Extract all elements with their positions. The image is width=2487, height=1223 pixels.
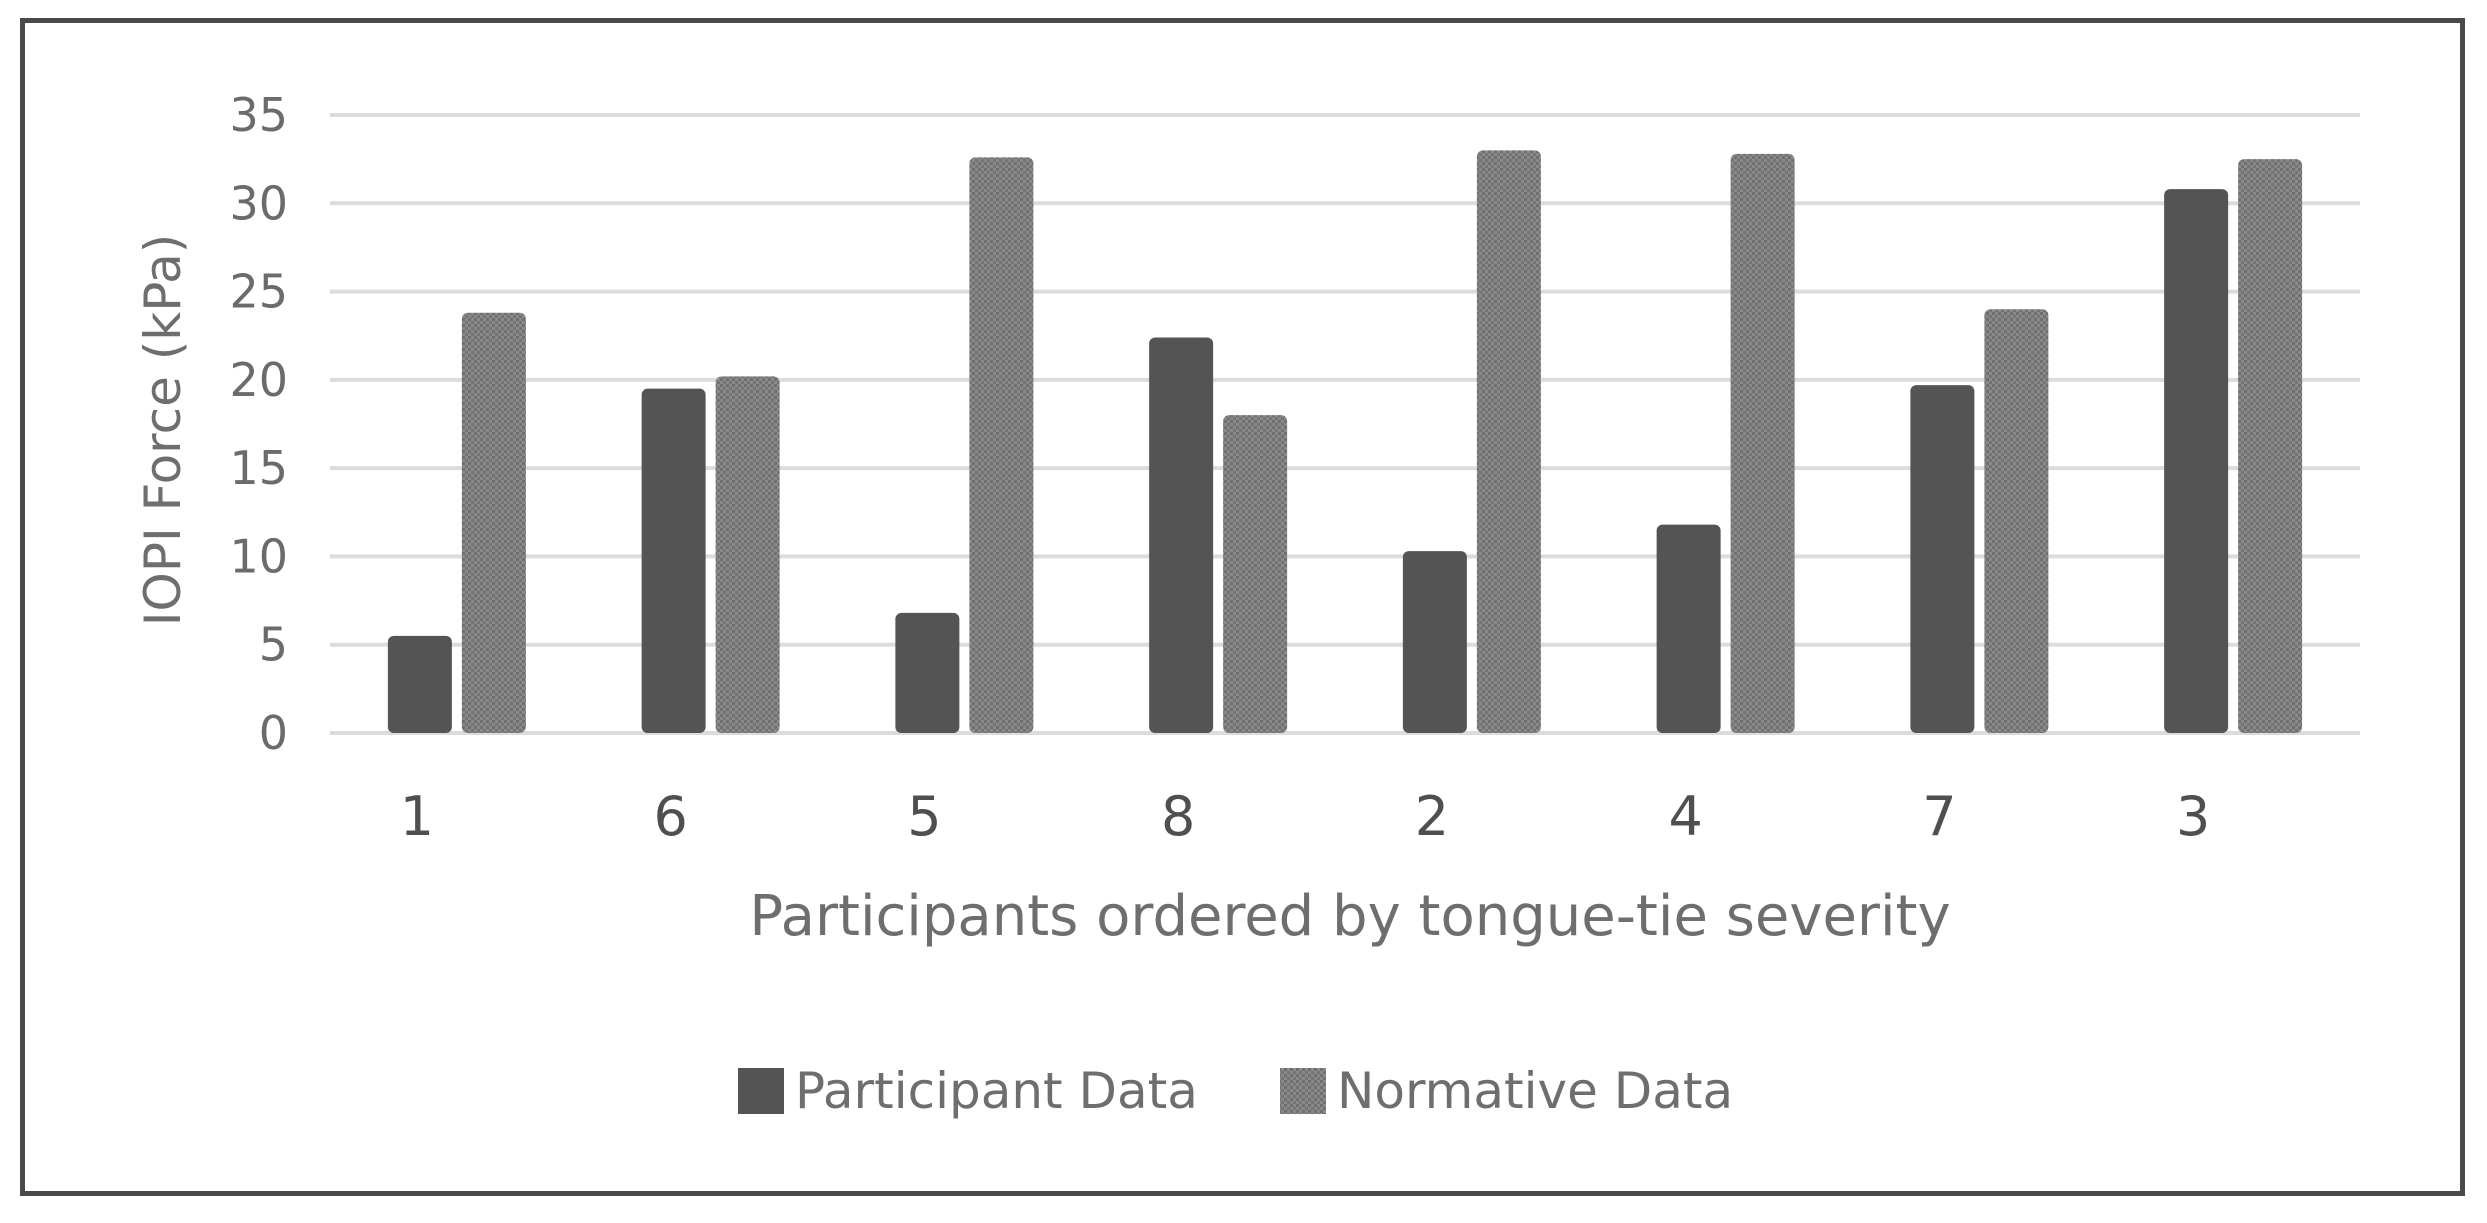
x-tick-label: 1 — [400, 785, 434, 848]
x-tick-label: 3 — [2176, 785, 2210, 848]
participant-bar-3 — [2164, 189, 2229, 733]
y-tick-label: 20 — [229, 353, 288, 407]
normative-bar-7 — [1984, 309, 2049, 733]
x-tick-label: 7 — [1922, 785, 1956, 848]
bars — [387, 150, 2303, 734]
x-axis-ticks: 1 6 5 8 2 4 7 3 — [400, 785, 2211, 848]
y-axis-ticks: 0 5 10 15 20 25 30 35 — [229, 88, 288, 760]
gridlines — [330, 113, 2360, 735]
legend-swatch-participant — [738, 1068, 784, 1114]
legend-label: Participant Data — [795, 1062, 1198, 1120]
y-tick-label: 35 — [229, 88, 288, 142]
y-tick-label: 15 — [229, 441, 288, 495]
normative-bar-5 — [969, 157, 1034, 733]
normative-bar-3 — [2238, 159, 2303, 734]
x-tick-label: 2 — [1415, 785, 1449, 848]
y-tick-label: 5 — [259, 618, 288, 672]
x-tick-label: 8 — [1161, 785, 1195, 848]
normative-bar-2 — [1476, 150, 1541, 734]
participant-bar-2 — [1402, 551, 1467, 733]
x-tick-label: 6 — [653, 785, 687, 848]
legend-label: Normative Data — [1337, 1062, 1733, 1120]
y-tick-label: 25 — [229, 265, 288, 319]
x-axis-title: Participants ordered by tongue-tie sever… — [749, 884, 1950, 949]
participant-bar-6 — [641, 388, 706, 733]
participant-bar-4 — [1656, 524, 1721, 733]
y-tick-label: 10 — [229, 529, 288, 583]
y-axis-title: IOPI Force (kPa) — [134, 234, 192, 627]
y-tick-label: 0 — [259, 706, 288, 760]
x-tick-label: 4 — [1668, 785, 1702, 848]
normative-bar-6 — [715, 376, 780, 733]
x-tick-label: 5 — [907, 785, 941, 848]
legend: Participant Data Normative Data — [738, 1062, 1733, 1120]
participant-bar-8 — [1149, 337, 1214, 733]
normative-bar-8 — [1223, 415, 1288, 733]
participant-bar-5 — [895, 612, 960, 733]
participant-bar-7 — [1910, 385, 1975, 733]
normative-bar-1 — [461, 312, 526, 733]
y-tick-label: 30 — [229, 176, 288, 230]
participant-bar-1 — [387, 635, 452, 733]
normative-bar-4 — [1730, 153, 1795, 734]
legend-swatch-normative — [1280, 1068, 1326, 1114]
